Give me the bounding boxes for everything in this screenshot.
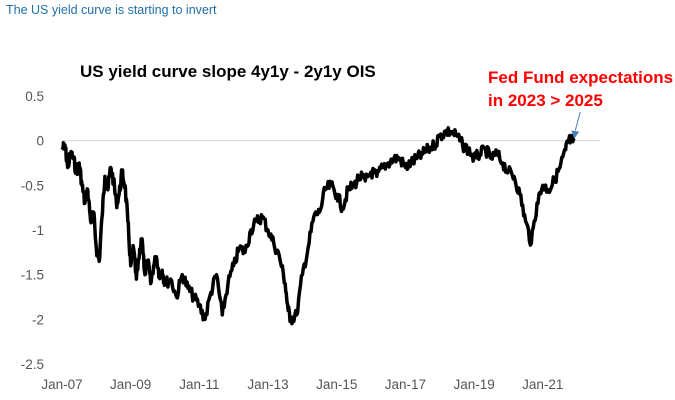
y-tick-label: -1.5	[21, 268, 44, 283]
y-tick-label: 0.5	[25, 89, 44, 104]
x-tick-label: Jan-13	[247, 377, 288, 392]
x-axis: Jan-07 Jan-09 Jan-11 Jan-13 Jan-15 Jan-17 Jan-…	[41, 377, 563, 392]
x-tick-label: Jan-21	[522, 377, 563, 392]
annotation-arrow	[571, 111, 581, 139]
y-axis: 0.5 0 -0.5 -1 -1.5 -2 -2.5	[21, 89, 44, 372]
x-tick-label: Jan-11	[179, 377, 219, 392]
annotation-line-2: in 2023 > 2025	[488, 91, 603, 110]
chart-caption: The US yield curve is starting to invert	[6, 3, 217, 17]
series-line	[60, 126, 576, 326]
y-tick-label: -0.5	[21, 178, 44, 193]
y-tick-label: 0	[36, 134, 44, 149]
x-tick-label: Jan-07	[41, 377, 82, 392]
x-tick-label: Jan-15	[316, 377, 357, 392]
y-tick-label: -2.5	[21, 357, 44, 372]
annotation-line-1: Fed Fund expectations	[488, 68, 673, 87]
x-tick-label: Jan-19	[453, 377, 494, 392]
x-tick-label: Jan-09	[110, 377, 151, 392]
x-tick-label: Jan-17	[385, 377, 426, 392]
y-tick-label: -1	[32, 223, 44, 238]
y-tick-label: -2	[32, 312, 44, 327]
chart-title: US yield curve slope 4y1y - 2y1y OIS	[80, 62, 376, 81]
